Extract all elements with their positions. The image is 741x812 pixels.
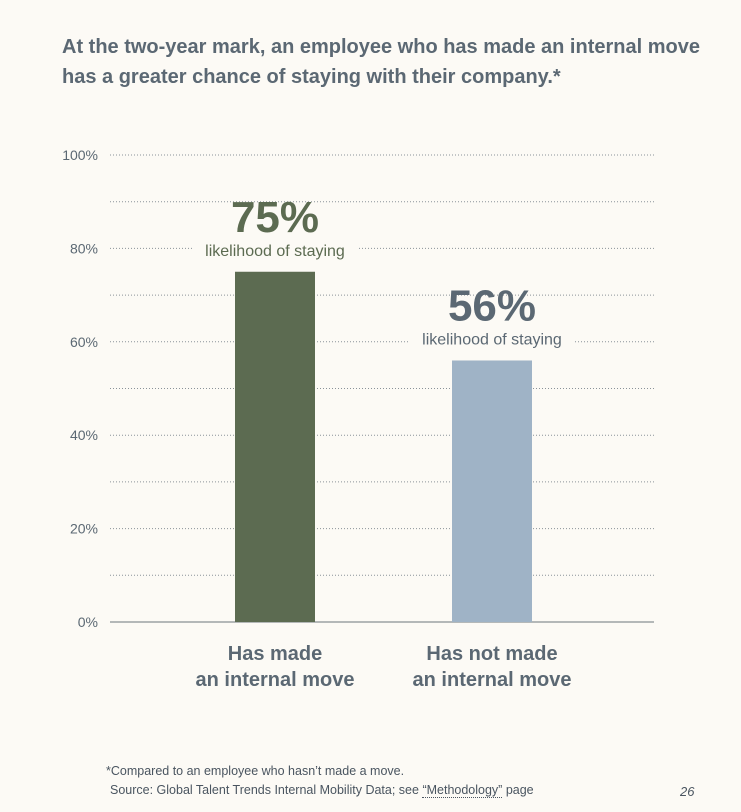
source-suffix: page bbox=[502, 783, 534, 797]
bar bbox=[452, 360, 532, 622]
y-tick-labels: 0% 20% 40% 60% 80% 100% bbox=[62, 147, 98, 630]
y-tick-label: 0% bbox=[78, 614, 98, 630]
bar-value-sublabel: likelihood of staying bbox=[422, 331, 562, 348]
label-backdrop bbox=[410, 329, 574, 351]
methodology-link[interactable]: “Methodology” bbox=[422, 783, 503, 798]
bar-value-sublabel: likelihood of staying bbox=[205, 243, 345, 260]
page-number: 26 bbox=[680, 784, 695, 799]
y-tick-label: 20% bbox=[70, 521, 98, 537]
y-tick-label: 60% bbox=[70, 334, 98, 350]
bar-chart: 0%20%40%60%80%100% 75%likelihood of stay… bbox=[62, 147, 654, 691]
y-tick-label: 80% bbox=[70, 240, 98, 256]
y-tick-label: 100% bbox=[62, 147, 98, 163]
source-note: Source: Global Talent Trends Internal Mo… bbox=[106, 781, 534, 800]
y-tick-label: 40% bbox=[70, 427, 98, 443]
category-labels: Has made an internal move Has not made an i… bbox=[196, 643, 572, 691]
footnote: *Compared to an employee who hasn’t made… bbox=[106, 762, 534, 800]
bar-value-label: 75% bbox=[231, 193, 319, 242]
category-label: Has not made an internal move bbox=[413, 643, 572, 691]
bars bbox=[235, 271, 532, 622]
source-prefix: Source: Global Talent Trends Internal Mo… bbox=[110, 783, 423, 797]
bar-value-label: 56% bbox=[448, 281, 536, 330]
bar bbox=[235, 271, 315, 622]
chart-title: At the two-year mark, an employee who ha… bbox=[62, 36, 700, 88]
grid-layer bbox=[110, 154, 654, 623]
asterisk-note: *Compared to an employee who hasn’t made… bbox=[106, 764, 405, 778]
label-backdrop bbox=[193, 240, 357, 262]
category-label: Has made an internal move bbox=[196, 643, 355, 691]
